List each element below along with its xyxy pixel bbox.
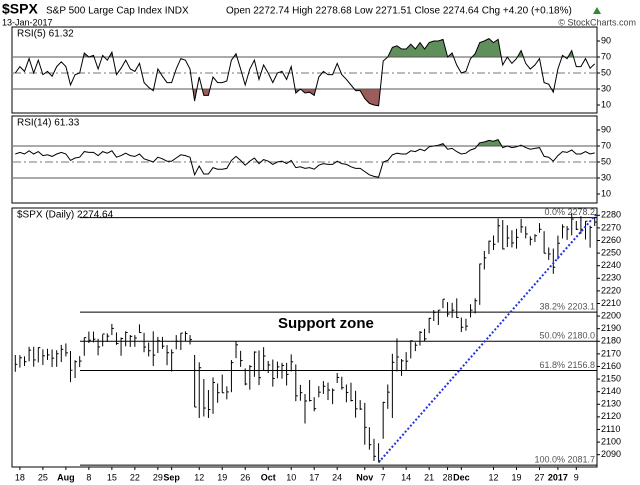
y-tick-label: 10 [601,188,611,198]
x-tick-label: Dec [453,472,470,482]
support-label: Support zone [278,315,374,332]
fib-label: 0.0% 2278.2 [544,207,595,217]
x-tick-label: 7 [381,472,386,482]
x-tick-label: Nov [356,472,373,482]
oversold-fill [15,89,595,106]
up-arrow [593,7,601,14]
y-tick-label: 70 [601,51,611,61]
y-tick-label: 30 [601,172,611,182]
x-tick-label: 2017 [548,472,568,482]
x-tick-label: Sep [163,472,180,482]
y-tick-label: 50 [601,67,611,77]
y-tick-label: 2210 [601,298,621,308]
x-tick-label: 10 [286,472,296,482]
date: 13-Jan-2017 [2,17,53,27]
x-tick-label: 22 [130,472,140,482]
y-tick-label: 2260 [601,235,621,245]
y-tick-label: 2170 [601,348,621,358]
x-tick-label: 15 [107,472,117,482]
y-tick-label: 2180 [601,336,621,346]
x-tick-label: 12 [194,472,204,482]
y-tick-label: 2110 [601,424,620,434]
x-tick-label: 19 [512,472,522,482]
fib-label: 100.0% 2081.7 [534,454,595,464]
y-tick-label: 2220 [601,285,621,295]
y-tick-label: 10 [601,99,611,109]
index-name: S&P 500 Large Cap Index INDX [46,6,189,17]
x-tick-label: Oct [261,472,276,482]
y-tick-label: 90 [601,35,611,45]
y-tick-label: 50 [601,156,611,166]
y-tick-label: 2100 [601,436,621,446]
x-tick-label: 14 [401,472,411,482]
y-tick-label: 2140 [601,386,621,396]
y-tick-label: 2270 [601,222,621,232]
y-tick-label: 2160 [601,361,621,371]
y-tick-label: 2240 [601,260,621,270]
x-tick-label: 27 [535,472,545,482]
fib-label: 38.2% 2203.1 [539,302,595,312]
panel-border [11,207,598,468]
y-tick-label: 2090 [601,449,621,459]
fib-label: 61.8% 2156.8 [539,360,595,370]
x-tick-label: Aug [57,472,75,482]
x-tick-label: 26 [240,472,250,482]
x-tick-label: 21 [424,472,434,482]
x-tick-label: 18 [15,472,25,482]
credit: © StockCharts.com [558,17,636,27]
x-tick-label: 29 [153,472,163,482]
y-tick-label: 70 [601,140,611,150]
y-tick-label: 2190 [601,323,621,333]
y-tick-label: 90 [601,124,611,134]
x-tick-label: 19 [217,472,227,482]
symbol: $SPX [2,1,38,17]
x-tick-label: 17 [309,472,319,482]
y-tick-label: 2150 [601,373,621,383]
y-tick-label: 2250 [601,247,621,257]
rsi-line [14,37,596,107]
overbought-fill [15,38,595,57]
panel-border [11,115,598,204]
y-tick-label: 30 [601,83,611,93]
panel-title: RSI(5) 61.32 [17,29,74,40]
panel-border [11,26,598,114]
trendline [377,212,598,464]
x-tick-label: 28 [443,472,453,482]
y-tick-label: 2280 [601,210,621,220]
x-tick-label: 8 [86,472,91,482]
y-tick-label: 2130 [601,399,621,409]
panel-title: RSI(14) 61.33 [17,118,80,129]
oversold-fill [15,140,594,178]
y-tick-label: 2230 [601,273,621,283]
x-tick-label: 12 [489,472,499,482]
quote: Open 2272.74 High 2278.68 Low 2271.51 Cl… [226,6,572,17]
x-tick-label: 25 [38,472,48,482]
y-tick-label: 2120 [601,411,621,421]
rsi-line [15,138,595,178]
fib-label: 50.0% 2180.0 [539,331,595,341]
y-tick-label: 2200 [601,310,621,320]
overbought-fill [15,139,595,146]
x-tick-label: 24 [332,472,342,482]
panel-title: $SPX (Daily) 2274.64 [17,210,114,221]
x-tick-label: 9 [574,472,579,482]
